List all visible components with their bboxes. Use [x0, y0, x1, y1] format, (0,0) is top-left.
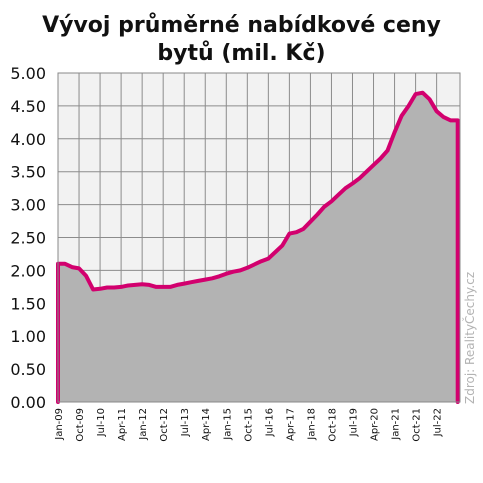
x-tick-label: Jul-13 [180, 408, 191, 437]
x-tick-label: Apr-20 [370, 408, 381, 441]
series-line [56, 90, 460, 404]
x-tick-label: Jan-21 [391, 408, 402, 441]
chart-title-line-1: Vývoj průměrné nabídkové ceny [42, 13, 441, 38]
x-tick-label: Oct-09 [75, 408, 86, 442]
y-axis-ticks: 0.00 0.50 1.00 1.50 2.00 2.50 3.00 3.50 4.00 4.50… [10, 64, 46, 412]
y-tick-label: 3.50 [10, 163, 46, 182]
y-tick-label: 2.50 [10, 229, 46, 248]
y-tick-label: 1.00 [10, 327, 46, 346]
x-tick-label: Jul-22 [433, 408, 444, 437]
x-axis-ticks: Jan-09 Oct-09 Jul-10 Apr-11 Jan-12 Oct-12 Jul-… [54, 408, 444, 442]
x-tick-label: Apr-17 [285, 408, 296, 441]
x-tick-label: Oct-21 [412, 408, 423, 442]
y-tick-label: 0.50 [10, 360, 46, 379]
x-tick-label: Jan-18 [306, 408, 317, 441]
x-tick-label: Oct-18 [327, 408, 338, 442]
x-tick-label: Jul-10 [96, 408, 107, 437]
y-tick-label: 4.00 [10, 130, 46, 149]
y-tick-label: 3.00 [10, 196, 46, 215]
x-tick-label: Jan-09 [54, 408, 65, 441]
x-tick-label: Oct-12 [159, 408, 170, 442]
plot-border [57, 72, 461, 403]
x-tick-label: Jul-16 [264, 408, 275, 437]
x-tick-label: Apr-11 [117, 408, 128, 441]
y-tick-label: 4.50 [10, 97, 46, 116]
area-fill [58, 92, 458, 402]
y-tick-label: 2.00 [10, 261, 46, 280]
y-tick-label: 5.00 [10, 64, 46, 83]
y-tick-label: 1.50 [10, 294, 46, 313]
y-tick-label: 0.00 [10, 393, 46, 412]
source-note: Zdroj: RealityČechy.cz [462, 272, 477, 404]
chart-title-line-2: bytů (mil. Kč) [157, 41, 326, 66]
x-tick-label: Jul-19 [348, 408, 359, 437]
x-tick-label: Jan-12 [138, 408, 149, 441]
x-tick-label: Apr-14 [201, 408, 212, 441]
x-tick-label: Oct-15 [243, 408, 254, 442]
x-tick-label: Jan-15 [222, 408, 233, 441]
